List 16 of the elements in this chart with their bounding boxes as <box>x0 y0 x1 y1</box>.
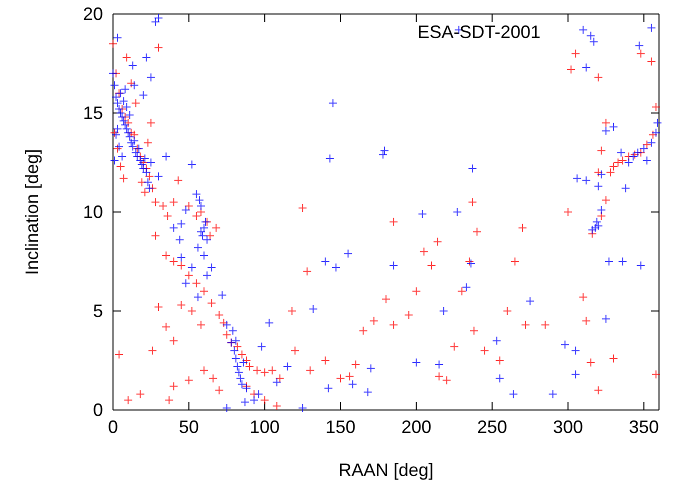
x-tick-label: 250 <box>477 416 508 437</box>
annotation: ESA-SDT-2001 <box>417 22 541 42</box>
y-tick-label: 0 <box>92 400 103 420</box>
y-tick-label: 15 <box>82 102 103 123</box>
x-tick-label: 200 <box>401 416 432 437</box>
x-tick-label: 100 <box>250 416 280 437</box>
x-axis-title: RAAN [deg] <box>338 460 434 480</box>
x-tick-label: 350 <box>628 416 659 437</box>
x-tick-label: 0 <box>108 416 118 437</box>
y-tick-label: 10 <box>82 202 103 222</box>
y-tick-label: 20 <box>82 4 103 24</box>
x-tick-label: 150 <box>325 416 356 437</box>
x-tick-label: 300 <box>552 416 584 437</box>
y-tick-label: 5 <box>92 300 103 321</box>
y-axis-title: Inclination [deg] <box>22 148 42 276</box>
x-tick-label: 50 <box>178 416 199 437</box>
